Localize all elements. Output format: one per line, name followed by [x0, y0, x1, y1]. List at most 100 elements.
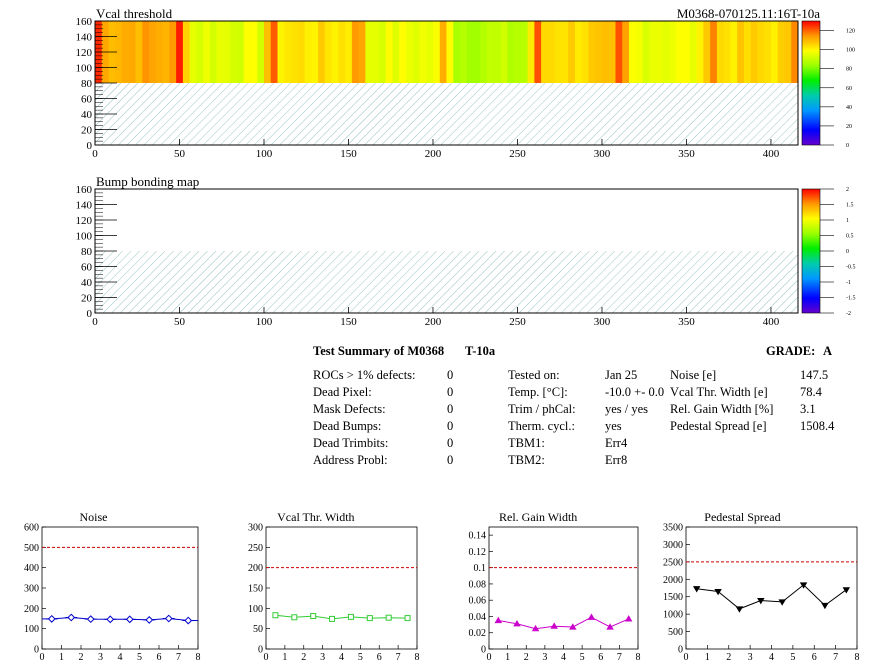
map1-x-tick-label: 50 [174, 148, 186, 160]
rel-gain-width-x-tick-label: 7 [617, 652, 622, 663]
map1-pixel-column [635, 21, 643, 83]
map1-pixel-column [372, 21, 380, 83]
map1-pixel-column [230, 21, 238, 83]
map2-colorbar-tick-label: -2 [846, 311, 851, 317]
vcal-thr-width-y-tick-label: 250 [248, 543, 263, 554]
rel-gain-width-y-tick-label: 0.06 [469, 596, 487, 607]
noise-title: Noise [79, 510, 107, 524]
map1-pixel-column [209, 21, 218, 83]
rel-gain-width-data-point [624, 615, 633, 622]
map2-colorbar-tick-label: 1 [846, 218, 849, 224]
map1-pixel-column [419, 21, 427, 83]
map1-pixel-column [500, 21, 508, 83]
map1-pixel-column [345, 21, 353, 83]
map1-pixel-column [432, 21, 441, 83]
map1-y-tick-label: 140 [76, 32, 93, 44]
map1-pixel-column [453, 21, 461, 83]
map1-x-tick-label: 400 [763, 148, 780, 160]
noise-x-tick-label: 5 [137, 652, 142, 663]
map1-pixel-column [480, 21, 488, 83]
pedestal-spread-x-tick-label: 1 [705, 652, 710, 663]
map1-pixel-column [642, 21, 650, 83]
rel-gain-width-y-tick-label: 0.08 [469, 579, 487, 590]
rel-gain-width-y-tick-label: 0.02 [469, 628, 487, 639]
map1-colorbar-tick-label: 60 [846, 86, 852, 92]
map2-colorbar-tick-label: 0.5 [846, 234, 854, 240]
map1-pixel-column [331, 21, 339, 83]
vcal-thr-width-y-tick-label: 200 [248, 563, 263, 574]
noise-x-tick-label: 7 [176, 652, 181, 663]
noise-data-point [67, 613, 76, 622]
map1-x-tick-label: 350 [678, 148, 695, 160]
map1-pixel-column [270, 21, 278, 83]
vcal-thr-width-x-tick-label: 4 [339, 652, 344, 663]
pedestal-spread-data-point [757, 598, 765, 605]
map1-pixel-column [493, 21, 501, 83]
map1-y-tick-label: 80 [81, 78, 93, 90]
pedestal-spread-x-tick-label: 7 [833, 652, 838, 663]
rel-gain-width-x-tick-label: 8 [636, 652, 641, 663]
map1-pixel-column [115, 21, 123, 83]
map1-pixel-column [710, 21, 718, 83]
map1-pixel-column [223, 21, 231, 83]
map2-colorbar-tick-label: 2 [846, 187, 849, 193]
map1-module-id: M0368-070125.11:16T-10a [677, 6, 820, 21]
map2-colorbar [801, 188, 821, 314]
map2-colorbar-tick-label: -0.5 [846, 265, 856, 271]
noise-x-tick-label: 6 [157, 652, 162, 663]
map1-pixel-column [649, 21, 657, 83]
noise-data-point [86, 615, 95, 624]
map2-empty-hatched-region [95, 251, 798, 313]
pedestal-spread-plot: Pedestal Spread 0 500 1000 1500 2000 2500 3000 3… [663, 510, 860, 663]
map1-pixel-column [554, 21, 562, 83]
map2-colorbar-tick-label: -1 [846, 280, 851, 286]
pedestal-spread-y-tick-label: 3500 [663, 523, 683, 534]
map2-x-tick-label: 0 [92, 316, 98, 328]
vcal-thr-width-x-tick-label: 7 [396, 652, 401, 663]
pedestal-spread-series-line [696, 584, 847, 610]
map1-pixel-column [162, 21, 170, 83]
vcal-thr-width-x-tick-label: 2 [301, 652, 306, 663]
vcal-thr-width-data-point [366, 615, 373, 622]
rel-gain-width-series-line [498, 616, 629, 630]
noise-y-tick-label: 200 [24, 604, 39, 615]
noise-x-tick-label: 0 [40, 652, 45, 663]
pedestal-spread-x-tick-label: 6 [812, 652, 817, 663]
vcal-thr-width-x-tick-label: 5 [358, 652, 363, 663]
map1-pixel-column [263, 21, 272, 83]
rel-gain-width-data-point [587, 613, 596, 620]
noise-x-tick-label: 2 [79, 652, 84, 663]
pedestal-spread-y-tick-label: 0 [678, 645, 683, 656]
rel-gain-width-title: Rel. Gain Width [499, 510, 577, 524]
rel-gain-width-y-tick-label: 0.14 [469, 531, 487, 542]
pedestal-spread-y-tick-label: 2000 [663, 575, 683, 586]
noise-y-tick-label: 600 [24, 523, 39, 534]
map1-pixel-column [757, 21, 765, 83]
map1-colorbar-tick-label: 100 [846, 48, 855, 54]
map1-pixel-column [689, 21, 698, 83]
map1-pixel-column [743, 21, 752, 83]
noise-data-point [125, 615, 134, 624]
rel-gain-width-x-tick-label: 6 [598, 652, 603, 663]
map2-y-tick-label: 0 [87, 308, 93, 320]
map1-pixel-column [466, 21, 474, 83]
noise-y-tick-label: 100 [24, 624, 39, 635]
map2-x-tick-label: 400 [763, 316, 780, 328]
map1-x-tick-label: 100 [256, 148, 273, 160]
map1-pixel-column [297, 21, 305, 83]
map1-colorbar [801, 20, 821, 146]
pedestal-spread-data-point [714, 588, 722, 596]
map1-pixel-column [656, 21, 664, 83]
noise-x-tick-label: 8 [196, 652, 201, 663]
map1-pixel-column [291, 21, 299, 83]
map2-x-tick-label: 350 [678, 316, 695, 328]
rel-gain-width-data-point [550, 622, 558, 629]
vcal-thr-width-data-point [310, 613, 317, 620]
map1-pixel-column [541, 21, 549, 83]
pedestal-spread-y-tick-label: 2500 [663, 557, 683, 568]
map1-pixel-column [203, 21, 211, 83]
noise-y-tick-label: 400 [24, 563, 39, 574]
map1-x-tick-label: 300 [594, 148, 611, 160]
pedestal-spread-x-tick-label: 8 [855, 652, 860, 663]
